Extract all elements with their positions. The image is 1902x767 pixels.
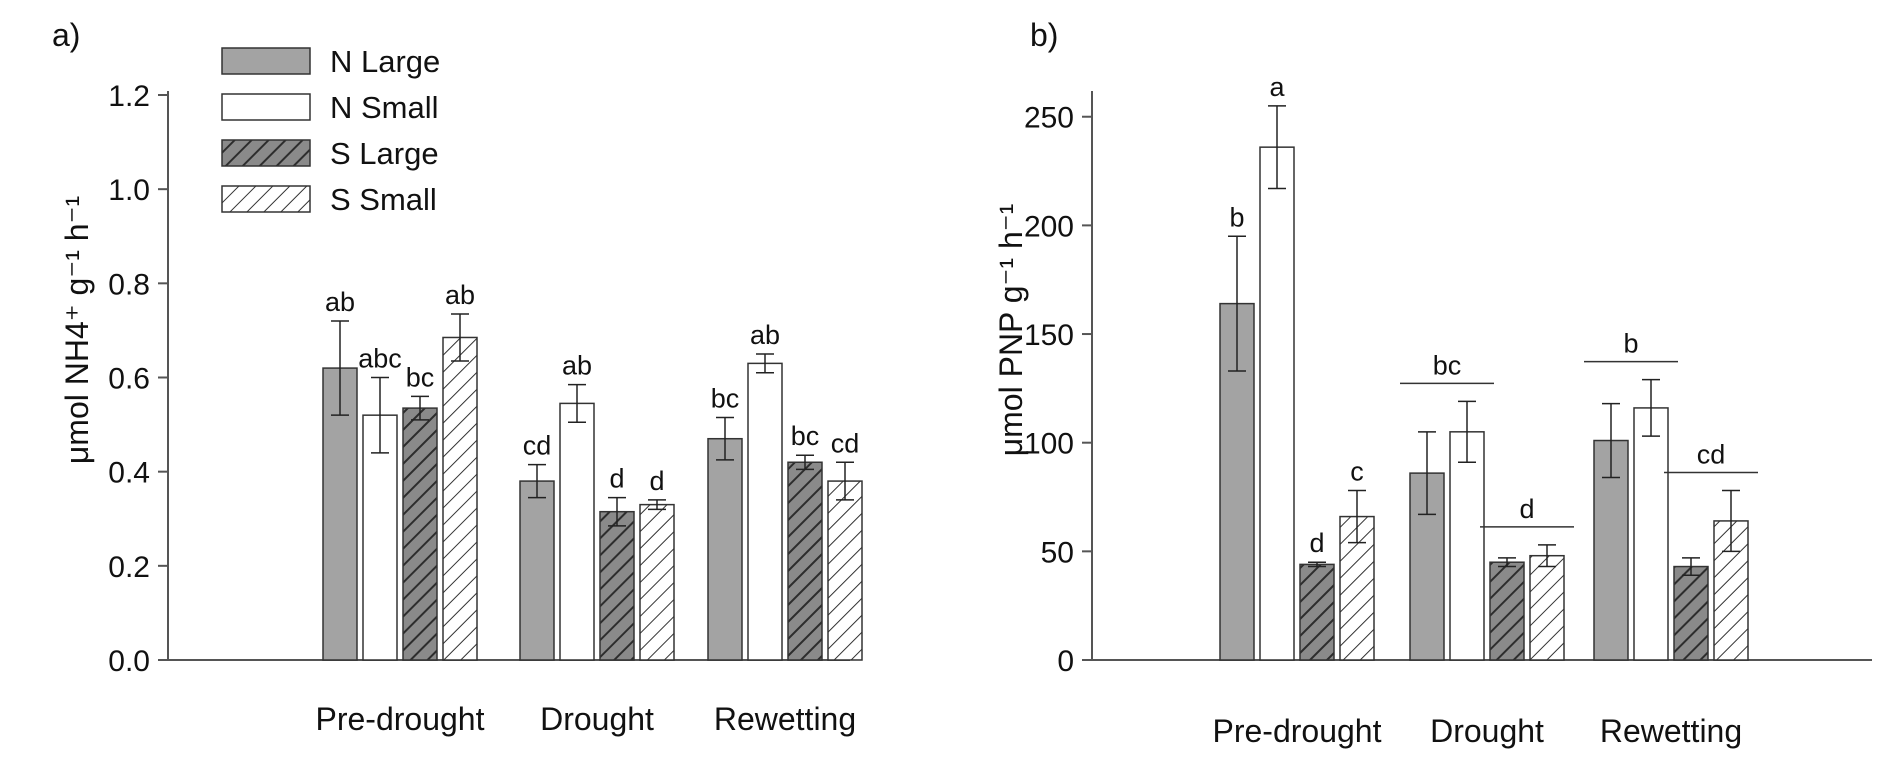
panel-a-significance-letter: d	[609, 464, 624, 494]
panel-a-legend: N Large N Small S Large S Small	[221, 44, 440, 217]
panel-a-bar	[402, 407, 438, 661]
panel-b-significance-letter: bc	[1433, 350, 1462, 380]
panel-b-bar	[1299, 563, 1335, 661]
panel-b-y-tick-label: 0	[1057, 645, 1074, 678]
panel-a-bar	[519, 480, 555, 661]
panel-a-bar	[747, 362, 783, 661]
legend-label: S Small	[330, 182, 437, 217]
panel-a-bar	[827, 480, 863, 661]
panel-b-significance-letter: d	[1519, 494, 1534, 524]
legend-swatch	[221, 93, 311, 121]
panel-b-significance-letter: b	[1229, 202, 1244, 232]
legend-swatch	[221, 47, 311, 75]
panel-a-bar	[707, 437, 743, 661]
panel-a-significance-letter: ab	[562, 351, 592, 381]
panel-a-significance-letter: cd	[523, 431, 552, 461]
panel-a-significance-letter: ab	[445, 280, 475, 310]
panel-b-y-tick-label: 150	[1024, 319, 1074, 352]
panel-a-y-tick-label: 1.0	[108, 174, 150, 207]
panel-a-category-label: Rewetting	[714, 701, 856, 737]
panel-a-y-tick-label: 0.6	[108, 363, 150, 396]
panel-a-significance-letter: abc	[358, 344, 402, 374]
panel-b-y-axis-title: μmol PNP g⁻¹ h⁻¹	[993, 204, 1029, 457]
panel-b-category-label: Pre-drought	[1213, 713, 1382, 749]
panel-a-category-label: Drought	[540, 701, 654, 737]
panel-b-y-tick-label: 50	[1041, 536, 1074, 569]
panel-b-significance-letter: b	[1623, 329, 1638, 359]
panel-a-bar	[442, 336, 478, 661]
panel-a-y-tick-label: 0.8	[108, 268, 150, 301]
panel-a-significance-letter: bc	[791, 421, 820, 451]
panel-b-y-tick-label: 200	[1024, 210, 1074, 243]
panel-b-significance-letter: d	[1309, 528, 1324, 558]
panel-a-bar	[559, 402, 595, 661]
panel-b-category-label: Drought	[1430, 713, 1544, 749]
panel-a-y-tick-label: 1.2	[108, 80, 150, 113]
panel-a-significance-letter: ab	[325, 287, 355, 317]
panel-a-bar	[599, 510, 635, 661]
panel-b-label: b)	[1030, 17, 1058, 53]
panel-a-y-tick-label: 0.4	[108, 457, 150, 490]
panel-b-significance-letter: a	[1269, 72, 1285, 102]
panel-a-significance-letter: bc	[406, 362, 435, 392]
panel-a-significance-letter: ab	[750, 320, 780, 350]
panel-b-chart: b) μmol PNP g⁻¹ h⁻¹ 0 50 100 150 200 250 Pre-d…	[993, 17, 1872, 749]
legend-label: N Large	[330, 44, 440, 79]
legend-swatch	[221, 185, 311, 213]
panel-a-significance-letter: cd	[831, 428, 860, 458]
panel-a-category-label: Pre-drought	[316, 701, 485, 737]
panel-b-significance-letter: cd	[1697, 440, 1726, 470]
panel-b-bar	[1673, 565, 1709, 661]
panel-b-bar	[1529, 554, 1565, 661]
panel-b-bar	[1633, 407, 1669, 661]
panel-a-chart: a) μmol NH4⁺ g⁻¹ h⁻¹ 0.0 0.2 0.4 0.6 0.8 1.0 1…	[52, 17, 863, 737]
panel-a-y-tick-label: 0.0	[108, 645, 150, 678]
panel-a-y-tick-label: 0.2	[108, 551, 150, 584]
legend-label: S Large	[330, 136, 439, 171]
panel-b-category-label: Rewetting	[1600, 713, 1742, 749]
panel-a-y-axis-title: μmol NH4⁺ g⁻¹ h⁻¹	[59, 196, 95, 464]
panel-a-bar	[639, 503, 675, 661]
panel-b-bar	[1449, 431, 1485, 661]
panel-a-significance-letter: d	[649, 466, 664, 496]
panel-a-significance-letter: bc	[711, 384, 740, 414]
legend-label: N Small	[330, 90, 439, 125]
panel-b-bar	[1259, 146, 1295, 661]
panel-b-y-tick-label: 100	[1024, 428, 1074, 461]
legend-swatch	[221, 139, 311, 167]
panel-b-bar	[1489, 561, 1525, 661]
panel-a-bar	[787, 461, 823, 661]
panel-b-significance-letter: c	[1350, 457, 1364, 487]
panel-a-label: a)	[52, 17, 80, 53]
panel-b-y-tick-label: 250	[1024, 102, 1074, 135]
